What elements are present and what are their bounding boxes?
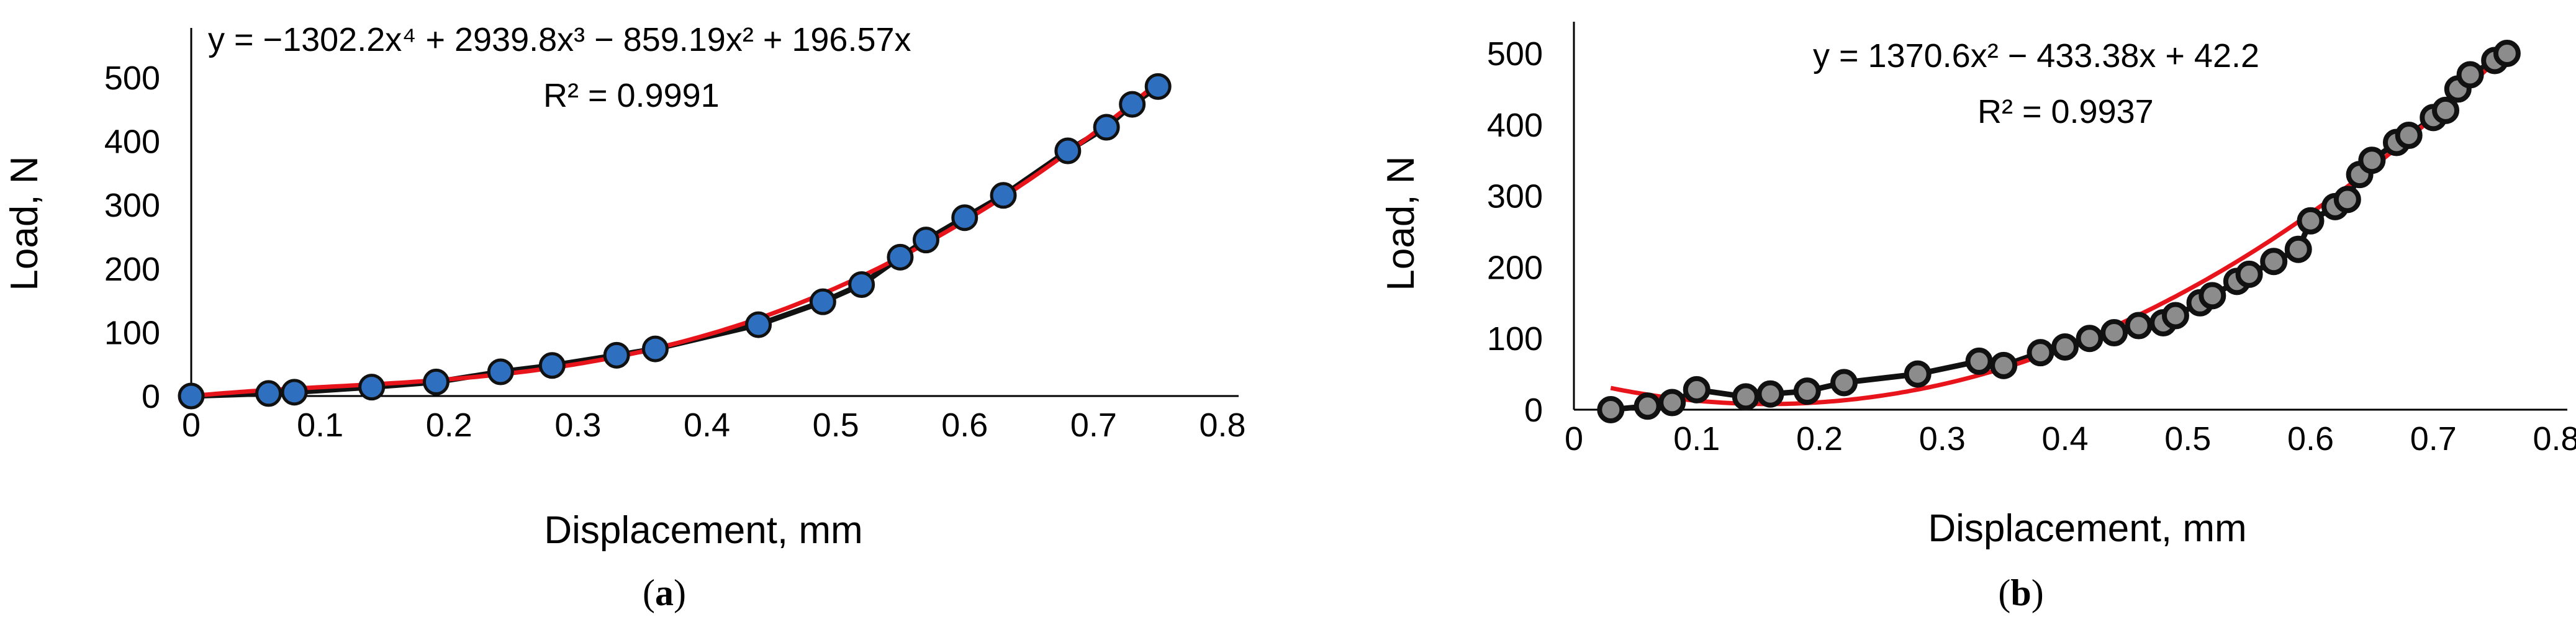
chart-b-data-point — [2100, 319, 2128, 347]
chart-b-data-point — [1634, 392, 1661, 420]
chart-a-data-point — [1119, 91, 1146, 118]
chart-b-data-point — [1597, 396, 1625, 423]
chart-a-xtick-label: 0.2 — [426, 407, 472, 444]
chart-b-data-point — [2358, 146, 2386, 174]
chart-b-data-point — [2235, 260, 2263, 288]
chart-b-ytick-label: 100 — [1487, 320, 1543, 358]
chart-b-data-point — [2027, 339, 2054, 367]
chart-a-xtick-label: 0.8 — [1199, 407, 1245, 444]
chart-b-svg: Load, N Displacement, mm y = 1370.6x² − … — [1380, 22, 2576, 613]
chart-b-ytick-label: 200 — [1487, 249, 1543, 286]
chart-a-data-point — [912, 227, 939, 254]
chart-b-data-point — [1756, 380, 1784, 408]
chart-a-data-point — [603, 341, 630, 369]
chart-b-data-point — [1658, 389, 1686, 417]
chart-a-data-point — [848, 271, 875, 298]
chart-a-data-point — [358, 374, 386, 401]
chart-a-data-point — [255, 380, 282, 407]
chart-a-series-line — [191, 84, 1160, 399]
chart-b-data-point — [2297, 207, 2325, 235]
chart-a-xtick-label: 0.3 — [554, 407, 601, 444]
chart-a-data-point — [178, 382, 205, 410]
chart-a-xtick-label: 0.7 — [1070, 407, 1117, 444]
chart-a-ytick-label: 300 — [104, 187, 160, 224]
chart-b-ytick-label: 400 — [1487, 107, 1543, 144]
chart-b-caption: (b) — [1998, 572, 2043, 613]
chart-a-xlabel: Displacement, mm — [544, 509, 862, 552]
chart-b-data-point — [2076, 325, 2104, 353]
chart-panel-a: Load, N Displacement, mm y = −1302.2x⁴ +… — [0, 0, 1279, 635]
chart-b-data-point — [2493, 40, 2521, 67]
chart-a-ytick-label: 100 — [104, 314, 160, 351]
chart-b-data-point — [2284, 235, 2312, 263]
chart-a-data-point — [990, 182, 1017, 209]
chart-b-data-point — [1990, 351, 2018, 379]
chart-b-xtick-label: 0.8 — [2533, 420, 2576, 457]
chart-b-data-point — [2051, 333, 2079, 361]
chart-a-data-point — [887, 243, 914, 271]
chart-panel-b: Load, N Displacement, mm y = 1370.6x² − … — [1288, 0, 2576, 635]
chart-a-trendline-r2: R² = 0.9991 — [543, 77, 720, 114]
chart-b-trendline-r2: R² = 0.9937 — [1977, 93, 2154, 130]
chart-b-data-point — [2432, 96, 2460, 124]
chart-a-data-point — [1144, 73, 1172, 100]
chart-b-data-point — [1793, 377, 1821, 405]
chart-a-xtick-label: 0.1 — [297, 407, 343, 444]
chart-a-data-point — [809, 288, 836, 315]
chart-b-xtick-label: 0.1 — [1673, 420, 1720, 457]
chart-b-data-point — [2161, 302, 2189, 330]
chart-a-ytick-label: 400 — [104, 124, 160, 161]
chart-b-data-point — [2456, 61, 2484, 89]
chart-b-data-point — [1965, 347, 1993, 375]
chart-a-ytick-label: 200 — [104, 251, 160, 288]
chart-a-xtick-label: 0.5 — [813, 407, 859, 444]
chart-a-data-point — [487, 358, 514, 385]
chart-b-xtick-label: 0.3 — [1919, 420, 1966, 457]
chart-a-ytick-label: 500 — [104, 60, 160, 97]
chart-b-ytick-label: 0 — [1524, 392, 1543, 429]
chart-b-xtick-label: 0.5 — [2164, 420, 2211, 457]
chart-a-caption: (a) — [643, 572, 686, 613]
chart-a-xtick-label: 0.6 — [941, 407, 988, 444]
chart-b-ylabel: Load, N — [1380, 156, 1422, 290]
chart-a-xtick-label: 0.4 — [684, 407, 730, 444]
chart-b-trendline-equation: y = 1370.6x² − 433.38x + 42.2 — [1813, 37, 2259, 74]
chart-a-caption-letter: a — [655, 572, 674, 613]
chart-a-svg: Load, N Displacement, mm y = −1302.2x⁴ +… — [3, 21, 1246, 613]
chart-a-data-point — [951, 204, 978, 232]
chart-a-xtick-label: 0 — [182, 407, 201, 444]
chart-b-xtick-label: 0 — [1565, 420, 1583, 457]
chart-b-data-point — [2199, 282, 2226, 310]
chart-b-xtick-label: 0.6 — [2287, 420, 2334, 457]
chart-b-caption-letter: b — [2010, 572, 2031, 613]
chart-a-ytick-label: 0 — [142, 378, 160, 415]
chart-b-xlabel: Displacement, mm — [1928, 507, 2246, 550]
chart-b-data-point — [1732, 383, 1760, 411]
chart-a-trendline — [191, 81, 1160, 399]
chart-a-data-point — [745, 311, 772, 338]
chart-b-data-point — [1830, 369, 1858, 397]
chart-a-trendline-equation: y = −1302.2x⁴ + 2939.8x³ − 859.19x² + 19… — [208, 21, 911, 58]
chart-b-xtick-label: 0.4 — [2041, 420, 2088, 457]
chart-a-data-point — [422, 368, 450, 395]
chart-a-data-point — [281, 379, 308, 406]
chart-b-data-point — [2395, 122, 2423, 150]
chart-b-xtick-label: 0.2 — [1796, 420, 1843, 457]
chart-a-ylabel: Load, N — [3, 156, 46, 290]
chart-b-ytick-label: 300 — [1487, 178, 1543, 215]
chart-b-data-point — [2333, 186, 2361, 214]
chart-a-data-point — [538, 352, 566, 379]
chart-b-data-point — [1904, 360, 1932, 388]
chart-a-data-point — [1093, 114, 1120, 141]
chart-a-data-point — [1054, 137, 1082, 164]
chart-b-data-point — [1683, 376, 1711, 403]
chart-b-ytick-label: 500 — [1487, 35, 1543, 73]
chart-b-xtick-label: 0.7 — [2410, 420, 2457, 457]
chart-a-data-point — [641, 335, 669, 363]
chart-b-data-point — [2125, 312, 2153, 340]
chart-b-data-point — [2260, 248, 2288, 276]
